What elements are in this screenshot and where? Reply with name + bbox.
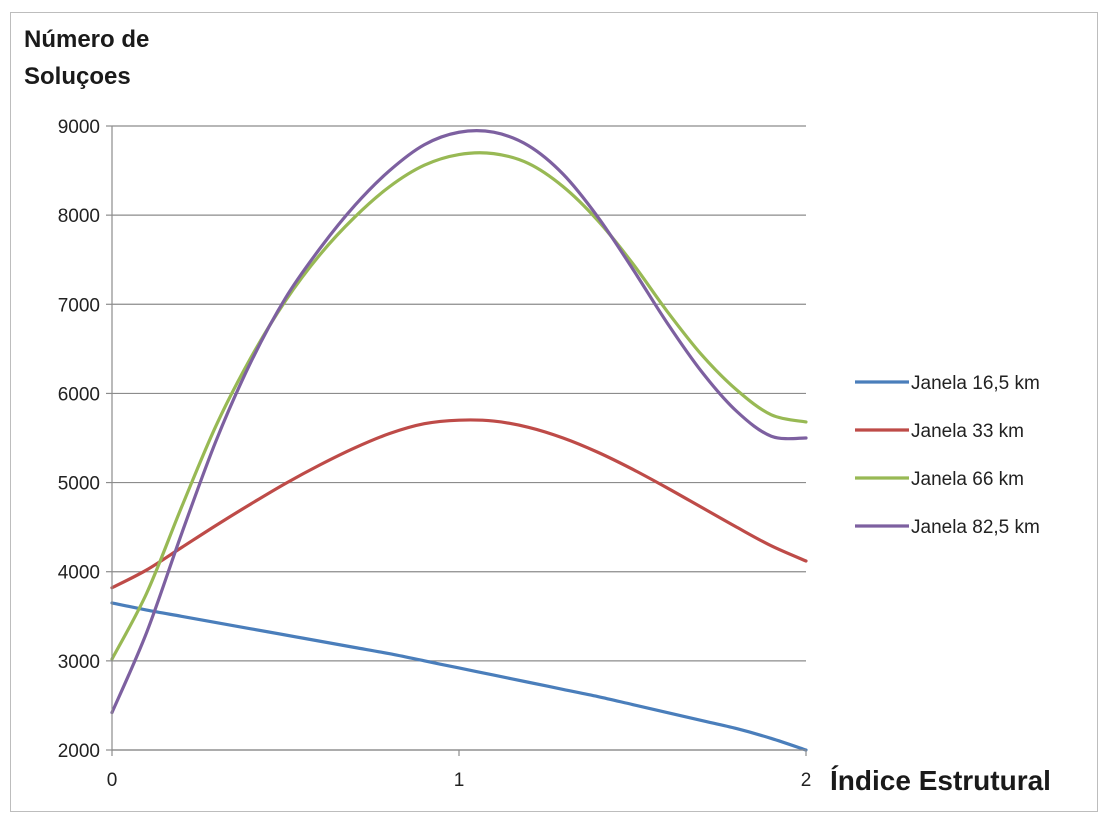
y-tick-label: 4000 — [58, 563, 100, 584]
chart-frame — [10, 12, 1098, 812]
series-line-4 — [110, 129, 808, 715]
y-tick-label: 3000 — [58, 652, 100, 673]
x-axis-label: Índice Estrutural — [830, 765, 1051, 796]
y-axis-label-line-2: Soluçoes — [24, 63, 131, 90]
series-line-1 — [110, 601, 808, 752]
series-line-2 — [110, 418, 808, 590]
legend-label-2: Janela 33 km — [911, 421, 1024, 442]
legend: Janela 16,5 km Janela 33 km Janela 66 km Ja… — [855, 373, 1040, 538]
x-tick-label: 0 — [107, 770, 118, 791]
tick-labels: 2000 3000 4000 5000 6000 7000 8000 9000 0 1 2 — [58, 117, 812, 791]
legend-label-3: Janela 66 km — [911, 469, 1024, 490]
axes — [106, 125, 807, 756]
x-tick-label: 1 — [454, 770, 465, 791]
series-lines — [110, 129, 808, 752]
series-line-3 — [110, 151, 808, 661]
legend-label-4: Janela 82,5 km — [911, 517, 1040, 538]
y-tick-label: 9000 — [58, 117, 100, 138]
y-axis-label-line-1: Número de — [24, 26, 149, 53]
y-tick-label: 6000 — [58, 384, 100, 405]
y-tick-label: 2000 — [58, 741, 100, 762]
y-tick-label: 8000 — [58, 206, 100, 227]
x-tick-label: 2 — [801, 770, 812, 791]
y-tick-label: 5000 — [58, 474, 100, 495]
legend-label-1: Janela 16,5 km — [911, 373, 1040, 394]
y-tick-label: 7000 — [58, 295, 100, 316]
